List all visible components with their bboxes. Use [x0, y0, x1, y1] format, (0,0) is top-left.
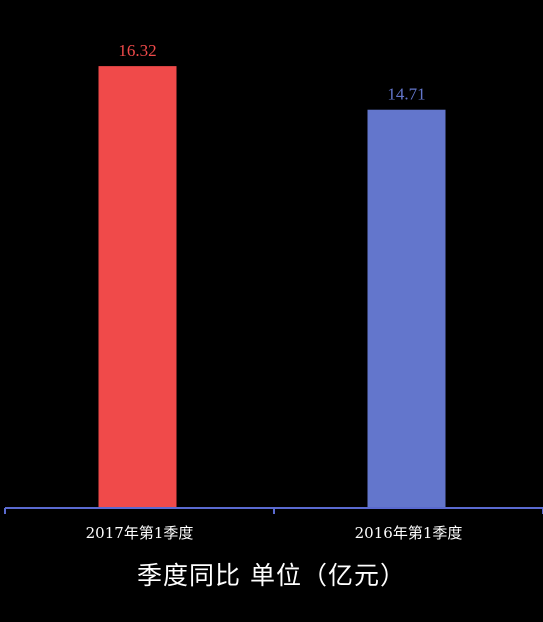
- bar-1: [98, 66, 177, 509]
- x-tick-label-1: 2017年第1季度: [86, 524, 194, 542]
- bar-value-label-1: 16.32: [118, 41, 156, 60]
- x-axis-title: 季度同比 单位（亿元）: [137, 561, 406, 590]
- bar-value-label-2: 14.71: [387, 85, 425, 104]
- x-tick-label-2: 2016年第1季度: [355, 524, 463, 542]
- bar-2: [367, 109, 446, 508]
